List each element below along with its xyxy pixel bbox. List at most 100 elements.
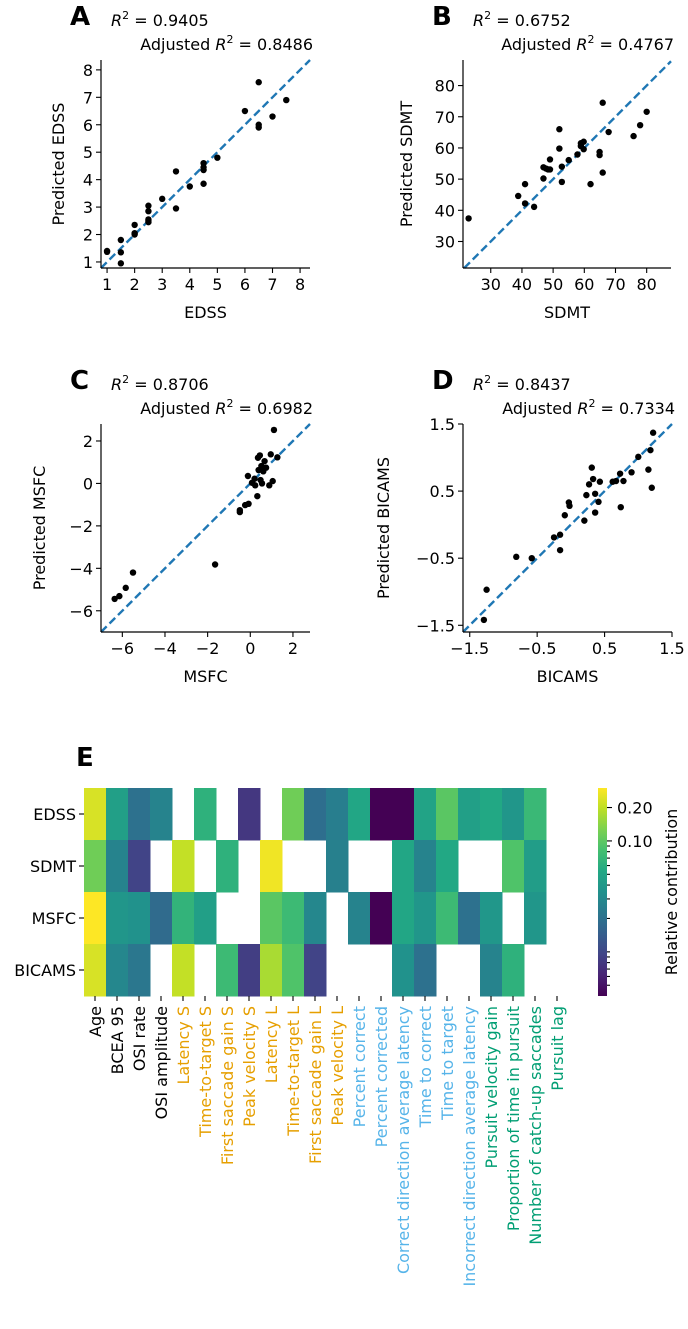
data-point (266, 482, 273, 489)
r2-exponent: 2 (484, 9, 491, 22)
data-point (580, 138, 587, 145)
colorbar-tick-label: 0.10 (617, 832, 653, 851)
data-point (550, 534, 558, 541)
scatter-panel-c: −6 −4 −2 0 2 −6 −4 −2 0 2 MSFC Predicted MSFC C R2 = … (30, 366, 313, 686)
data-point (558, 163, 566, 170)
x-tick-label: 4 (185, 275, 195, 294)
data-point (591, 509, 599, 516)
column-label: BCEA 95 (108, 1006, 127, 1074)
heatmap-cell (304, 944, 327, 997)
heatmap-cell (128, 840, 151, 893)
x-tick-label: 50 (543, 275, 563, 294)
heatmap-cell (282, 788, 305, 841)
y-axis-label: Predicted EDSS (49, 103, 68, 226)
data-point (274, 454, 281, 461)
r2-symbol: R (215, 35, 226, 54)
y-tick-label: 40 (435, 201, 455, 220)
heatmap-cell (260, 944, 283, 997)
column-label: Pursuit velocity gain (482, 1006, 501, 1169)
x-tick-label: 3 (157, 275, 167, 294)
data-point (565, 156, 572, 164)
data-point (262, 464, 270, 471)
data-point (528, 554, 535, 562)
r2-equals: = (491, 11, 515, 30)
r2-exponent: 2 (484, 373, 491, 386)
y-tick-label: 2 (83, 432, 93, 451)
data-point (591, 490, 599, 497)
data-point (546, 166, 554, 173)
column-label: Proportion of time in pursuit (504, 1006, 523, 1231)
data-point (599, 99, 606, 106)
panel-letter: A (70, 2, 90, 32)
heatmap-cell (282, 892, 305, 945)
data-point (129, 569, 137, 576)
heatmap-cell (216, 840, 239, 893)
r2-value: 0.8706 (153, 375, 209, 394)
y-tick-label: 1.5 (430, 415, 455, 434)
heatmap-cell (370, 892, 393, 945)
y-tick-label: 50 (435, 170, 455, 189)
data-point (186, 183, 193, 190)
data-point (117, 236, 125, 244)
data-point (251, 475, 258, 482)
scatter-panel-b: 30 40 50 60 70 80 30 40 50 60 70 80 SDMT Predicted SD… (397, 2, 674, 322)
y-tick-label: 0 (83, 474, 93, 493)
data-point (283, 96, 290, 104)
data-point (616, 470, 624, 477)
row-label: EDSS (33, 805, 76, 824)
data-point (172, 205, 180, 212)
r2-equals: = (595, 399, 619, 418)
data-point (480, 616, 488, 624)
r2-equals: = (129, 375, 153, 394)
column-label: First saccade gain L (306, 1006, 325, 1164)
data-point (556, 145, 563, 152)
x-tick-label: 2 (288, 639, 298, 658)
heatmap-cell (106, 944, 129, 997)
r2-equals: = (491, 375, 515, 394)
r2-exponent: 2 (226, 33, 233, 46)
data-point (617, 504, 624, 511)
data-point (580, 145, 587, 153)
y-tick-label: 80 (435, 77, 455, 96)
heatmap-cell (392, 944, 415, 997)
data-point (605, 128, 612, 136)
x-tick-label: −2 (196, 639, 220, 658)
heatmap-cell (238, 944, 261, 997)
heatmap-cell (348, 892, 371, 945)
data-point (131, 229, 138, 237)
y-tick-label: 2 (83, 226, 93, 245)
adjusted-r2-annotation: Adjusted R2 = 0.7334 (502, 397, 675, 418)
data-point (145, 207, 152, 215)
heatmap-cell (84, 892, 107, 945)
y-axis-label: Predicted BICAMS (374, 457, 393, 599)
heatmap-cell (524, 840, 547, 893)
data-point (589, 475, 597, 483)
heatmap-cell (458, 788, 481, 841)
column-label: Percent correct (350, 1006, 369, 1127)
row-label: BICAMS (14, 961, 76, 980)
heatmap-cell (414, 788, 437, 841)
data-point (267, 451, 274, 458)
heatmap-cell (304, 788, 327, 841)
adjusted-word: Adjusted (501, 35, 571, 54)
x-tick-label: 0.5 (592, 639, 617, 658)
r2-symbol: R (473, 375, 484, 394)
y-tick-label: 8 (83, 61, 93, 80)
r2-symbol: R (576, 35, 587, 54)
panel-letter: C (70, 366, 89, 396)
heatmap-cell (84, 788, 107, 841)
adjusted-r2-annotation: Adjusted R2 = 0.8486 (140, 33, 313, 54)
data-point (103, 248, 111, 256)
data-point (620, 477, 627, 485)
heatmap-cell (128, 788, 151, 841)
heatmap-cell (260, 840, 283, 893)
x-tick-label: 30 (481, 275, 501, 294)
heatmap-cell (106, 788, 129, 841)
heatmap-cell (216, 944, 239, 997)
data-point (258, 480, 266, 487)
r2-symbol: R (577, 399, 588, 418)
x-tick-label: 70 (605, 275, 625, 294)
adjusted-r2-annotation: Adjusted R2 = 0.4767 (501, 33, 674, 54)
r2-annotation: R2 = 0.8706 (111, 373, 209, 394)
